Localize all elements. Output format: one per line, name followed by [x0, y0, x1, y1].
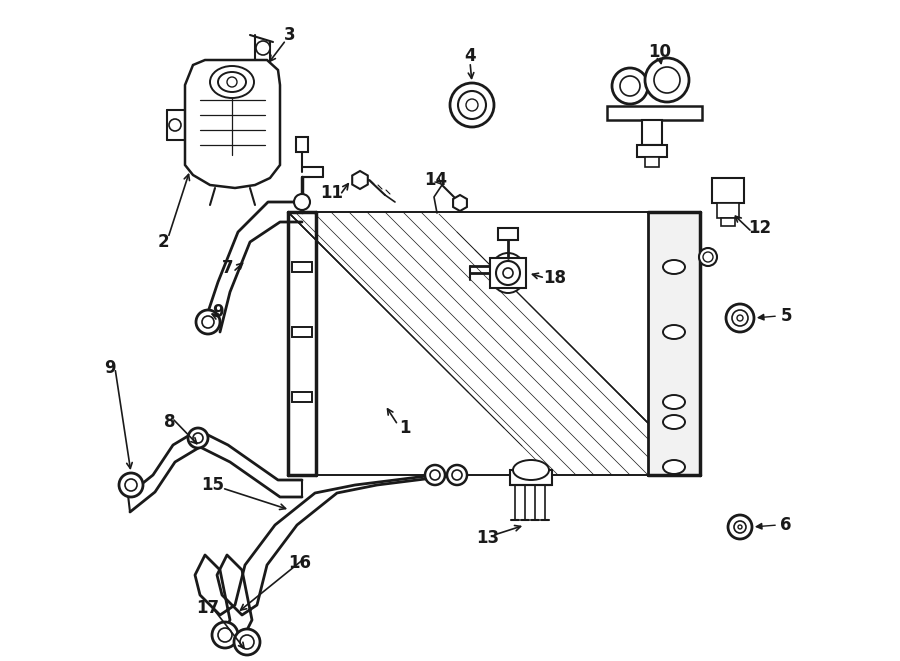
Circle shape — [620, 76, 640, 96]
Circle shape — [737, 315, 743, 321]
Text: 11: 11 — [320, 184, 344, 202]
Circle shape — [699, 248, 717, 266]
Circle shape — [503, 268, 513, 278]
Circle shape — [734, 521, 746, 533]
Circle shape — [294, 194, 310, 210]
Bar — [712, 178, 744, 203]
Bar — [642, 120, 662, 145]
Circle shape — [256, 41, 270, 55]
Circle shape — [466, 99, 478, 111]
Text: 1: 1 — [400, 419, 410, 437]
Circle shape — [227, 77, 237, 87]
Ellipse shape — [663, 460, 685, 474]
Text: 14: 14 — [425, 171, 447, 189]
Circle shape — [196, 310, 220, 334]
Text: 16: 16 — [289, 554, 311, 572]
Circle shape — [212, 622, 238, 648]
Ellipse shape — [663, 260, 685, 274]
Circle shape — [703, 252, 713, 262]
Text: 10: 10 — [649, 43, 671, 61]
Bar — [296, 137, 308, 152]
Text: 2: 2 — [158, 233, 169, 251]
Bar — [721, 218, 735, 226]
Bar — [292, 262, 312, 272]
Bar — [637, 145, 667, 157]
Circle shape — [425, 465, 445, 485]
Bar — [510, 470, 552, 485]
Circle shape — [202, 316, 214, 328]
Circle shape — [654, 67, 680, 93]
Bar — [292, 327, 312, 337]
Text: 18: 18 — [544, 269, 566, 287]
Circle shape — [496, 261, 520, 285]
Text: 13: 13 — [476, 529, 500, 547]
Circle shape — [458, 91, 486, 119]
Ellipse shape — [218, 72, 246, 92]
Text: 17: 17 — [196, 599, 220, 617]
Bar — [607, 106, 702, 120]
Text: 15: 15 — [202, 476, 224, 494]
Ellipse shape — [663, 415, 685, 429]
Text: 12: 12 — [749, 219, 771, 237]
Circle shape — [645, 58, 689, 102]
Text: 7: 7 — [222, 259, 234, 277]
Bar — [288, 212, 700, 475]
Ellipse shape — [210, 66, 254, 98]
Circle shape — [450, 83, 494, 127]
Circle shape — [218, 628, 232, 642]
Bar — [292, 392, 312, 402]
Text: 8: 8 — [164, 413, 176, 431]
Text: 5: 5 — [780, 307, 792, 325]
Bar — [648, 212, 700, 475]
Bar — [498, 228, 518, 240]
Ellipse shape — [513, 460, 549, 480]
Circle shape — [240, 635, 254, 649]
Text: 9: 9 — [212, 303, 224, 321]
Text: 3: 3 — [284, 26, 296, 44]
Bar — [717, 203, 739, 218]
Circle shape — [430, 470, 440, 480]
Circle shape — [452, 470, 462, 480]
Circle shape — [612, 68, 648, 104]
Circle shape — [125, 479, 137, 491]
Ellipse shape — [663, 395, 685, 409]
Ellipse shape — [490, 253, 526, 293]
Circle shape — [234, 629, 260, 655]
Bar — [645, 157, 659, 167]
Circle shape — [119, 473, 143, 497]
Text: 9: 9 — [104, 359, 116, 377]
Circle shape — [188, 428, 208, 448]
Polygon shape — [185, 60, 280, 188]
Bar — [490, 258, 526, 288]
Circle shape — [738, 525, 742, 529]
Circle shape — [193, 433, 203, 443]
Circle shape — [732, 310, 748, 326]
Circle shape — [728, 515, 752, 539]
Polygon shape — [453, 195, 467, 211]
Text: 6: 6 — [780, 516, 792, 534]
Ellipse shape — [663, 325, 685, 339]
Circle shape — [447, 465, 467, 485]
Circle shape — [726, 304, 754, 332]
Polygon shape — [352, 171, 368, 189]
Text: 4: 4 — [464, 47, 476, 65]
Circle shape — [169, 119, 181, 131]
